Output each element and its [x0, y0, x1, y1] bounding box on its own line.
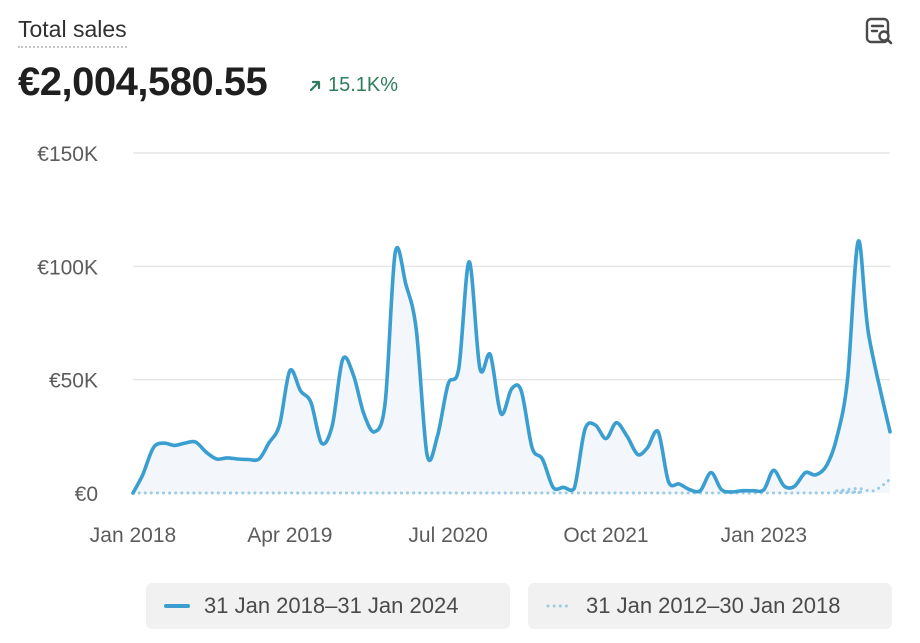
arrow-up-right-icon	[309, 80, 321, 91]
dotted-line-swatch-icon	[546, 604, 572, 608]
solid-line-swatch-icon	[164, 604, 190, 608]
x-tick-label: Oct 2021	[563, 524, 648, 547]
legend-comparison-label: 31 Jan 2012–30 Jan 2018	[586, 593, 841, 618]
x-tick-label: Jan 2023	[721, 524, 807, 547]
change-indicator: 15.1K%	[308, 74, 398, 97]
y-tick-label: €0	[75, 483, 98, 506]
series-line-comparison	[131, 477, 892, 495]
report-search-icon[interactable]	[864, 16, 894, 46]
change-percent: 15.1K%	[328, 74, 399, 96]
legend-current-label: 31 Jan 2018–31 Jan 2024	[204, 593, 459, 618]
chart-title[interactable]: Total sales	[18, 16, 127, 48]
series-line-current	[131, 239, 892, 495]
series-area-current	[133, 240, 890, 493]
legend-comparison-period[interactable]: 31 Jan 2012–30 Jan 2018	[528, 583, 892, 629]
x-tick-label: Apr 2019	[247, 524, 332, 547]
y-tick-label: €100K	[37, 256, 98, 279]
legend-current-period[interactable]: 31 Jan 2018–31 Jan 2024	[146, 583, 510, 629]
total-sales-value: €2,004,580.55	[18, 60, 268, 104]
x-tick-label: Jan 2018	[90, 524, 176, 547]
y-tick-label: €50K	[49, 370, 98, 393]
y-tick-label: €150K	[37, 143, 98, 166]
sales-line-chart: €0 €50K €100K €150K Jan 2018 Apr 2019 Jul 2020…	[37, 143, 892, 547]
x-tick-label: Jul 2020	[408, 524, 487, 547]
